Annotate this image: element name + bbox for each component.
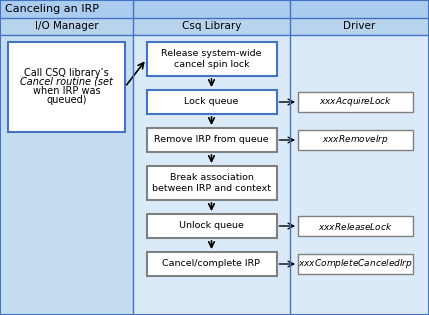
Text: Lock queue: Lock queue bbox=[184, 98, 239, 106]
Bar bbox=[146, 166, 277, 200]
Text: Release system-wide
cancel spin lock: Release system-wide cancel spin lock bbox=[161, 49, 262, 69]
Text: $\it{xxxRemoveIrp}$: $\it{xxxRemoveIrp}$ bbox=[322, 134, 389, 146]
Bar bbox=[146, 214, 277, 238]
Bar bbox=[146, 42, 277, 76]
Bar bbox=[146, 90, 277, 114]
Text: $\it{xxxAcquireLock}$: $\it{xxxAcquireLock}$ bbox=[319, 95, 392, 108]
Bar bbox=[0, 35, 133, 315]
Text: Unlock queue: Unlock queue bbox=[179, 221, 244, 231]
Bar bbox=[298, 130, 413, 150]
Bar bbox=[298, 216, 413, 236]
Text: Cancel/complete IRP: Cancel/complete IRP bbox=[163, 260, 260, 268]
Bar bbox=[290, 35, 429, 315]
Text: Remove IRP from queue: Remove IRP from queue bbox=[154, 135, 269, 145]
Text: queued): queued) bbox=[46, 95, 87, 105]
Text: I/O Manager: I/O Manager bbox=[35, 21, 98, 31]
Bar bbox=[0, 18, 429, 35]
Text: Driver: Driver bbox=[343, 21, 376, 31]
Text: Csq Library: Csq Library bbox=[182, 21, 241, 31]
Bar bbox=[298, 254, 413, 274]
Bar bbox=[133, 35, 290, 315]
Bar bbox=[8, 42, 125, 132]
Text: $\it{xxxReleaseLock}$: $\it{xxxReleaseLock}$ bbox=[318, 220, 393, 232]
Bar bbox=[0, 0, 429, 18]
Text: $\it{xxxCompleteCanceledIrp}$: $\it{xxxCompleteCanceledIrp}$ bbox=[298, 257, 413, 271]
Bar bbox=[146, 252, 277, 276]
Text: Call CSQ library’s: Call CSQ library’s bbox=[24, 68, 109, 78]
Text: Canceling an IRP: Canceling an IRP bbox=[5, 4, 99, 14]
Text: Cancel routine (set: Cancel routine (set bbox=[20, 77, 113, 87]
Bar bbox=[146, 128, 277, 152]
Bar bbox=[298, 92, 413, 112]
Text: Break association
between IRP and context: Break association between IRP and contex… bbox=[152, 173, 271, 193]
Text: when IRP was: when IRP was bbox=[33, 86, 100, 96]
